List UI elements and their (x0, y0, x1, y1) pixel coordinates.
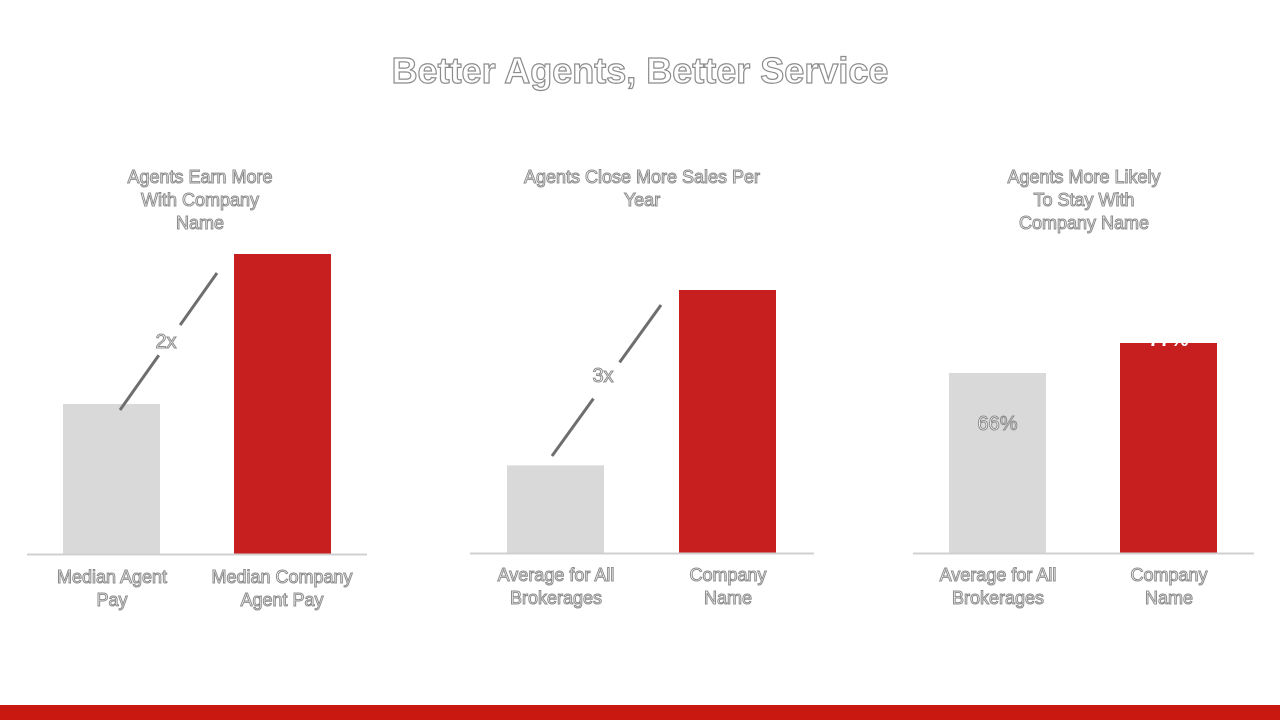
chart-title: Agents Close More Sales Per Year (523, 167, 761, 211)
bar (949, 373, 1046, 553)
growth-multiplier-label: 3x (592, 365, 613, 387)
category-label: Average for All Brokerages (939, 565, 1057, 609)
chart-plot: 66% 77% (913, 329, 1254, 555)
slide-title: Better Agents, Better Service (391, 49, 889, 91)
growth-line (618, 304, 663, 364)
bar (63, 404, 160, 554)
chart-title: Agents More Likely To Stay With Company … (1007, 167, 1161, 234)
data-label: 77% (1148, 329, 1188, 351)
bar (234, 254, 331, 554)
category-label: Median Agent Pay (56, 567, 168, 611)
chart-plot: 2x (27, 254, 367, 556)
bottom-accent-bar (0, 705, 1280, 720)
bar (1120, 343, 1217, 553)
growth-multiplier-label: 2x (155, 331, 176, 353)
chart-sales: Agents Close More Sales Per Year 3x Aver… (470, 167, 814, 609)
category-label: Median Company Agent Pay (211, 567, 353, 611)
chart-plot: 3x (470, 290, 814, 555)
chart-title: Agents Earn More With Company Name (127, 167, 273, 234)
category-label: Company Name (1130, 565, 1208, 609)
bar (507, 465, 604, 553)
data-label: 66% (977, 413, 1017, 435)
category-label: Company Name (689, 565, 767, 609)
category-label: Average for All Brokerages (497, 565, 615, 609)
chart-retention: Agents More Likely To Stay With Company … (913, 167, 1254, 609)
bar (679, 290, 776, 553)
chart-earnings: Agents Earn More With Company Name 2x Me… (0, 0, 400, 640)
growth-line (550, 397, 595, 457)
growth-line (118, 354, 161, 411)
growth-line (178, 272, 219, 326)
